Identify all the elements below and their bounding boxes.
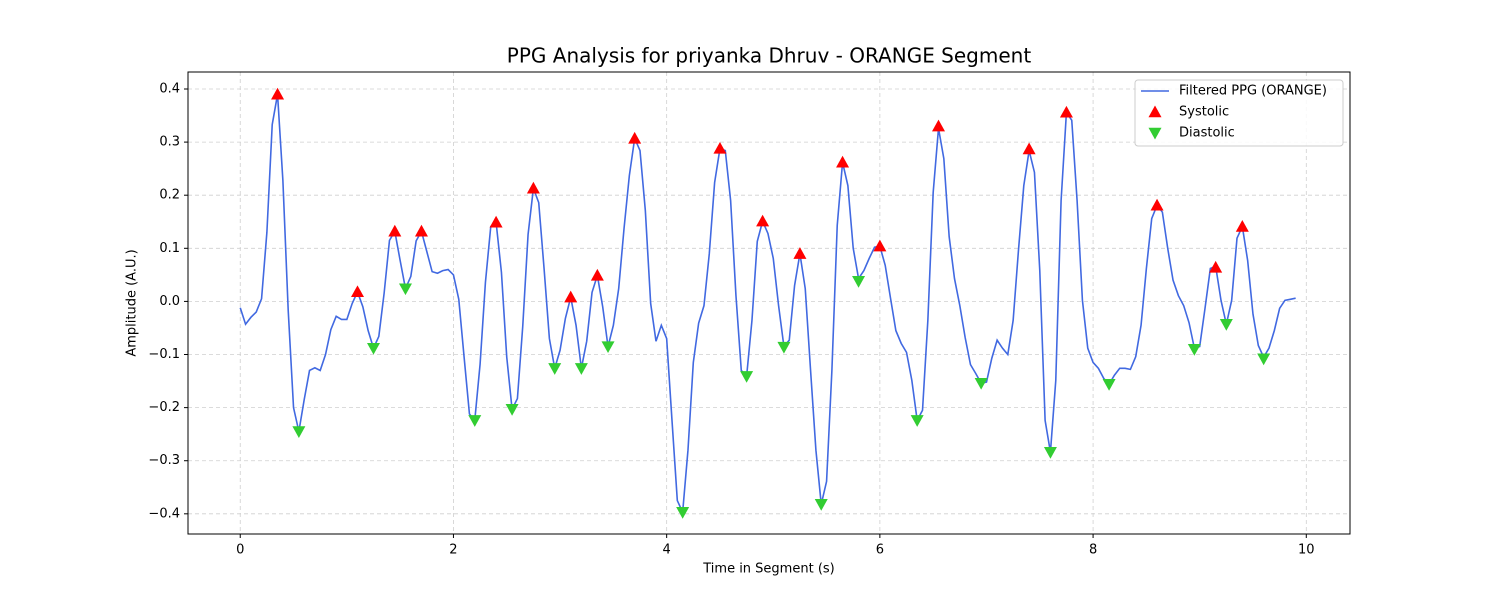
y-tick-label: 0.2 [159,188,180,203]
y-axis-label: Amplitude (A.U.) [125,249,140,356]
diastolic-marker [574,363,588,375]
systolic-marker [1209,260,1223,273]
systolic-marker [628,131,642,144]
systolic-marker [836,155,850,168]
x-tick-label: 2 [449,543,457,558]
systolic-marker [489,215,503,228]
systolic-marker [1235,220,1249,232]
diastolic-marker [1257,353,1271,366]
diastolic-marker [1219,319,1233,331]
systolic-marker [414,224,428,237]
y-tick-label: 0.3 [159,135,180,150]
diastolic-marker [398,283,412,296]
diastolic-marker [852,276,866,288]
x-tick-label: 6 [876,543,884,558]
systolic-marker [873,239,887,252]
x-tick-label: 4 [663,543,671,558]
legend-box [1134,79,1344,147]
diastolic-marker [814,499,828,511]
diastolic-marker [910,415,924,427]
diastolic-marker [1043,447,1057,459]
systolic-marker [1059,105,1073,118]
diastolic-marker [740,371,754,383]
legend: Filtered PPG (ORANGE) Systolic Diastolic [1134,79,1344,147]
diastolic-marker [1187,344,1201,356]
systolic-marker [351,285,365,298]
systolic-marker [388,224,402,237]
systolic-marker [564,290,578,303]
systolic-marker [932,119,946,132]
y-tick-label: −0.2 [148,400,180,415]
systolic-marker [526,181,540,194]
systolic-marker [713,141,727,154]
diastolic-marker [548,363,562,375]
legend-label: Systolic [1179,105,1229,120]
y-tick-label: −0.1 [148,347,180,362]
x-tick-label: 0 [236,543,244,558]
systolic-marker [590,268,604,281]
diastolic-marker [505,404,519,416]
x-tick-label: 8 [1089,543,1097,558]
systolic-marker [271,87,285,100]
legend-label: Filtered PPG (ORANGE) [1179,84,1327,99]
diastolic-marker [1102,379,1116,391]
plot-frame [187,71,1351,535]
systolic-marker [756,214,770,227]
y-tick-label: −0.3 [148,453,180,468]
x-axis-label: Time in Segment (s) [702,562,834,577]
systolic-marker [1022,142,1036,155]
data-line [239,94,1296,516]
legend-handle [1148,127,1162,140]
y-tick-label: −0.4 [148,506,180,521]
systolic-marker [793,247,807,259]
diastolic-marker [292,426,306,439]
diastolic-marker [777,341,791,354]
diastolic-marker [601,341,615,354]
diastolic-marker [974,377,988,390]
systolic-marker [1150,198,1164,211]
legend-handle [1148,105,1162,118]
diastolic-marker [468,415,482,427]
y-tick-label: 0.4 [159,81,180,96]
x-tick-label: 10 [1298,543,1315,558]
chart-title: PPG Analysis for priyanka Dhruv - ORANGE… [507,44,1032,68]
diastolic-marker [676,507,690,519]
diastolic-marker [366,342,380,355]
y-tick-label: 0.1 [159,241,180,256]
legend-label: Diastolic [1179,126,1235,141]
y-tick-label: 0.0 [159,294,180,309]
